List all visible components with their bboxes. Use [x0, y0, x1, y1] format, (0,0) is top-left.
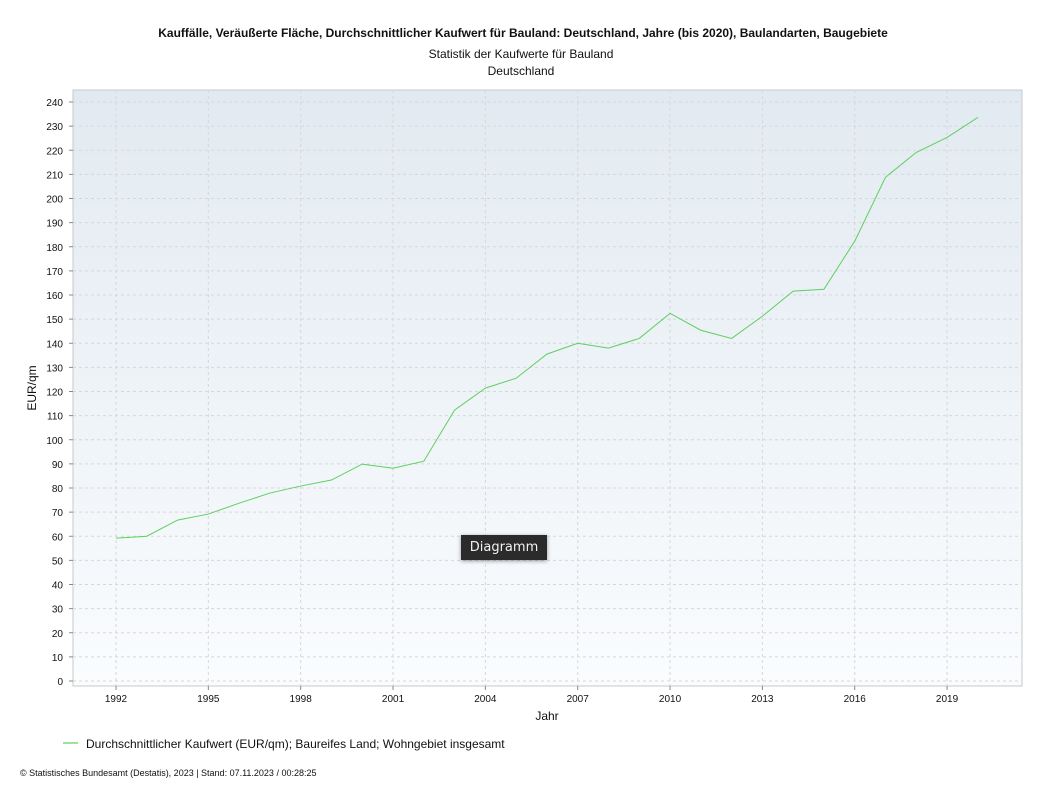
chart-subtitle-2: Deutschland [488, 64, 555, 78]
y-tick-label: 0 [57, 677, 63, 688]
y-tick-label: 90 [52, 460, 64, 471]
data-point [607, 347, 610, 350]
data-point [453, 409, 456, 412]
series-line [115, 117, 979, 539]
data-point [176, 519, 179, 522]
y-tick-label: 140 [46, 339, 63, 350]
data-point [946, 136, 949, 139]
data-point [576, 342, 579, 345]
data-point [145, 535, 148, 538]
chart-title: Kauffälle, Veräußerte Fläche, Durchschni… [158, 26, 888, 40]
y-tick-label: 200 [46, 195, 63, 206]
data-point [669, 312, 672, 315]
y-tick-label: 80 [52, 484, 64, 495]
axes: 0 10 20 30 40 50 60 70 80 90 100 110 120 130 140 150 160… [46, 98, 958, 705]
data-point [545, 353, 548, 356]
y-tick-label: 110 [47, 412, 63, 423]
y-tick-label: 170 [46, 267, 63, 278]
data-point [484, 387, 487, 390]
y-tick-label: 160 [46, 291, 63, 302]
y-tick-label: 210 [46, 170, 63, 181]
data-point [515, 377, 518, 380]
y-tick-label: 240 [46, 98, 63, 109]
x-tick-label: 2013 [751, 694, 774, 705]
data-point [730, 337, 733, 340]
x-axis-label: Jahr [535, 709, 558, 723]
data-point [792, 290, 795, 293]
data-point [299, 485, 302, 488]
y-tick-label: 190 [46, 219, 63, 230]
chart-subtitle-1: Statistik der Kaufwerte für Bauland [429, 47, 614, 61]
data-point [268, 492, 271, 495]
x-tick-label: 2007 [567, 694, 590, 705]
footer-copyright: © Statistisches Bundesamt (Destatis), 20… [20, 768, 316, 778]
y-tick-label: 120 [46, 388, 63, 399]
data-point [761, 315, 764, 318]
series [115, 116, 979, 540]
x-tick-label: 1992 [105, 694, 128, 705]
x-tick-label: 2001 [382, 694, 405, 705]
y-tick-label: 230 [46, 122, 63, 133]
y-axis-label: EUR/qm [25, 365, 39, 410]
data-point [238, 502, 241, 505]
x-tick-label: 2016 [844, 694, 867, 705]
data-point [884, 176, 887, 179]
data-point [361, 463, 364, 466]
y-tick-label: 150 [46, 315, 63, 326]
data-point [853, 240, 856, 243]
plot-area [72, 89, 1023, 687]
data-point [115, 537, 118, 540]
y-tick-label: 20 [52, 629, 64, 640]
x-tick-label: 2004 [474, 694, 497, 705]
data-point [976, 116, 979, 119]
y-tick-label: 220 [46, 146, 63, 157]
data-point [422, 460, 425, 463]
data-point [915, 151, 918, 154]
legend-label[interactable]: Durchschnittlicher Kaufwert (EUR/qm); Ba… [86, 737, 505, 751]
data-point [638, 337, 641, 340]
y-tick-label: 130 [46, 363, 63, 374]
data-point [207, 513, 210, 516]
x-tick-label: 1995 [197, 694, 220, 705]
y-tick-label: 50 [52, 556, 64, 567]
y-tick-label: 70 [52, 508, 64, 519]
data-point [699, 329, 702, 332]
y-tick-label: 60 [52, 532, 64, 543]
tooltip: Diagramm [461, 535, 547, 560]
x-tick-label: 2019 [936, 694, 959, 705]
data-point [330, 479, 333, 482]
y-tick-label: 40 [52, 581, 64, 592]
grid [73, 90, 1022, 686]
y-tick-label: 180 [46, 243, 63, 254]
x-tick-label: 2010 [659, 694, 682, 705]
y-tick-label: 30 [52, 605, 64, 616]
y-tick-label: 10 [52, 653, 64, 664]
x-tick-label: 1998 [290, 694, 313, 705]
y-tick-label: 100 [46, 436, 63, 447]
data-point [392, 467, 395, 470]
data-point [822, 288, 825, 291]
